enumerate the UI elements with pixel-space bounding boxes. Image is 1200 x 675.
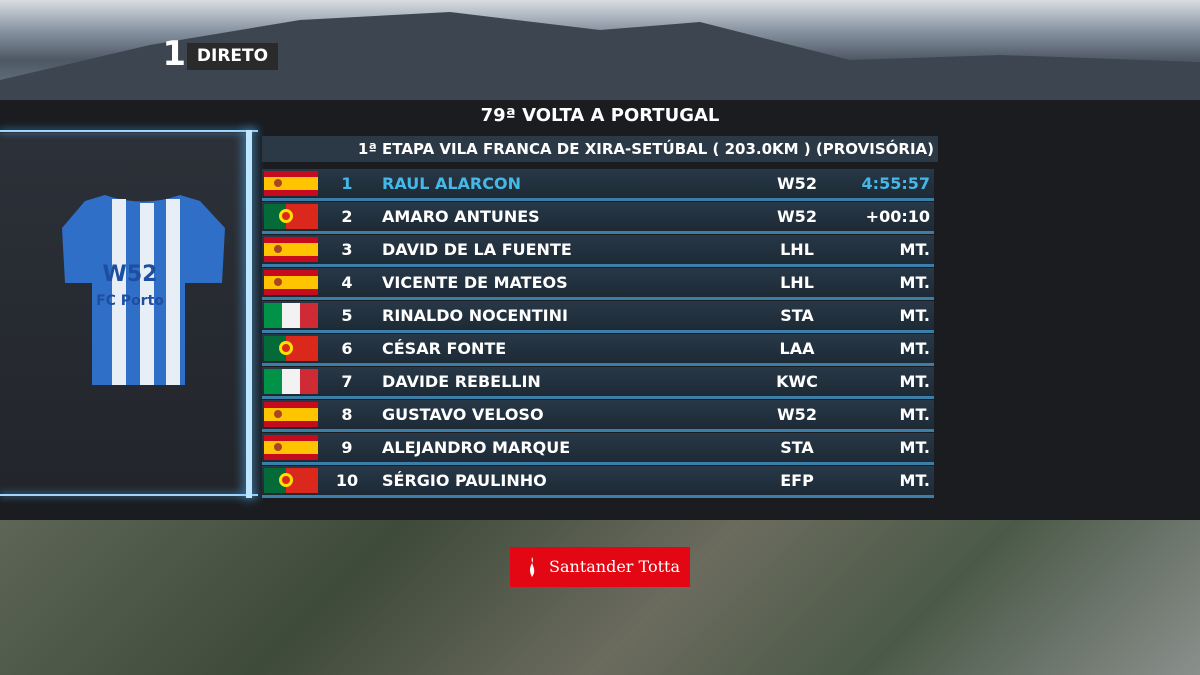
rider-name: RAUL ALARCON bbox=[382, 174, 521, 193]
time: MT. bbox=[899, 306, 930, 325]
rider-name: GUSTAVO VELOSO bbox=[382, 405, 544, 424]
time: MT. bbox=[899, 372, 930, 391]
team-code: W52 bbox=[777, 405, 817, 424]
time: MT. bbox=[899, 273, 930, 292]
jersey-club: FC Porto bbox=[96, 293, 164, 309]
flag bbox=[264, 204, 318, 229]
mountains bbox=[0, 12, 1200, 100]
time: MT. bbox=[899, 240, 930, 259]
rider-name: RINALDO NOCENTINI bbox=[382, 306, 568, 325]
flag bbox=[264, 270, 318, 295]
rider-name: ALEJANDRO MARQUE bbox=[382, 438, 571, 457]
result-row: 3 DAVID DE LA FUENTE LHL MT. bbox=[262, 235, 934, 267]
time: 4:55:57 bbox=[861, 174, 930, 193]
sponsor-name: Santander Totta bbox=[549, 557, 680, 576]
result-row: 8 GUSTAVO VELOSO W52 MT. bbox=[262, 400, 934, 432]
position: 9 bbox=[341, 438, 353, 457]
flag bbox=[264, 303, 318, 328]
sponsor-icon bbox=[530, 557, 535, 577]
rider-name: AMARO ANTUNES bbox=[382, 207, 540, 226]
jersey: W52 FC Porto bbox=[62, 195, 225, 385]
sponsor-logo: Santander Totta bbox=[510, 547, 690, 587]
jersey-panel: W52 FC Porto bbox=[0, 133, 246, 495]
team-code: STA bbox=[780, 306, 814, 325]
rider-name: VICENTE DE MATEOS bbox=[382, 273, 568, 292]
rider-name: SÉRGIO PAULINHO bbox=[382, 471, 547, 490]
channel-logo: 1 bbox=[162, 34, 186, 74]
position: 6 bbox=[341, 339, 353, 358]
team-code: LHL bbox=[780, 240, 814, 259]
position: 5 bbox=[341, 306, 353, 325]
flag bbox=[264, 336, 318, 361]
result-row: 7 DAVIDE REBELLIN KWC MT. bbox=[262, 367, 934, 399]
position: 4 bbox=[341, 273, 353, 292]
team-code: LHL bbox=[780, 273, 814, 292]
rider-name: DAVIDE REBELLIN bbox=[382, 372, 541, 391]
team-code: LAA bbox=[779, 339, 815, 358]
flag bbox=[264, 402, 318, 427]
result-row: 5 RINALDO NOCENTINI STA MT. bbox=[262, 301, 934, 333]
time: +00:10 bbox=[865, 207, 930, 226]
rider-name: CÉSAR FONTE bbox=[382, 339, 507, 358]
time: MT. bbox=[899, 339, 930, 358]
flag bbox=[264, 468, 318, 493]
aerial-view bbox=[0, 520, 1200, 675]
glow-line bbox=[0, 130, 258, 132]
time: MT. bbox=[899, 405, 930, 424]
flag bbox=[264, 171, 318, 196]
result-row: 4 VICENTE DE MATEOS LHL MT. bbox=[262, 268, 934, 300]
rider-name: DAVID DE LA FUENTE bbox=[382, 240, 572, 259]
title: 79ª VOLTA A PORTUGAL bbox=[480, 105, 720, 126]
position: 3 bbox=[341, 240, 353, 259]
team-code: STA bbox=[780, 438, 814, 457]
jersey-sponsor: W52 bbox=[103, 262, 158, 287]
result-row: 9 ALEJANDRO MARQUE STA MT. bbox=[262, 433, 934, 465]
result-row: 6 CÉSAR FONTE LAA MT. bbox=[262, 334, 934, 366]
subtitle: 1ª ETAPA VILA FRANCA DE XIRA-SETÚBAL ( 2… bbox=[262, 136, 938, 162]
glow-bar bbox=[246, 130, 252, 498]
position: 10 bbox=[335, 471, 359, 490]
position: 1 bbox=[341, 174, 353, 193]
time: MT. bbox=[899, 471, 930, 490]
flag bbox=[264, 237, 318, 262]
result-row: 1 RAUL ALARCON W52 4:55:57 bbox=[262, 169, 934, 201]
live-badge: DIRETO bbox=[187, 43, 278, 70]
team-code: EFP bbox=[780, 471, 814, 490]
time: MT. bbox=[899, 438, 930, 457]
position: 2 bbox=[341, 207, 353, 226]
team-code: KWC bbox=[776, 372, 818, 391]
position: 8 bbox=[341, 405, 353, 424]
team-code: W52 bbox=[777, 207, 817, 226]
glow-line bbox=[0, 494, 258, 496]
result-row: 2 AMARO ANTUNES W52 +00:10 bbox=[262, 202, 934, 234]
flag bbox=[264, 435, 318, 460]
result-row: 10 SÉRGIO PAULINHO EFP MT. bbox=[262, 466, 934, 498]
team-code: W52 bbox=[777, 174, 817, 193]
position: 7 bbox=[341, 372, 353, 391]
flag bbox=[264, 369, 318, 394]
